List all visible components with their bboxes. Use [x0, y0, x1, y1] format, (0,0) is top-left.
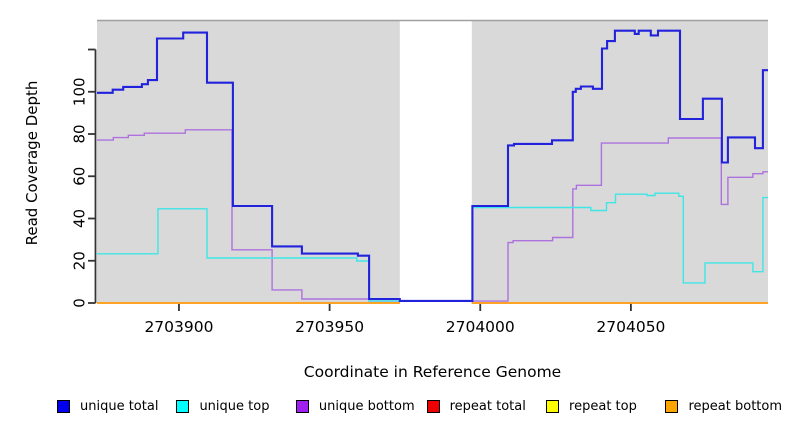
- x-tick-label: 2704050: [596, 318, 665, 336]
- x-tick-label: 2703950: [295, 318, 364, 336]
- x-tick-label: 2704000: [446, 318, 515, 336]
- legend-label: unique total: [80, 399, 159, 414]
- legend: unique total unique top unique bottom re…: [45, 399, 782, 414]
- legend-swatch-repeat-top: [546, 400, 560, 413]
- series-unique-bottom-line: [97, 129, 768, 302]
- series-unique-top-line: [97, 192, 768, 302]
- legend-swatch-repeat-total: [426, 400, 440, 413]
- legend-label: repeat bottom: [688, 399, 783, 414]
- y-tick-label: 100: [71, 77, 89, 106]
- y-tick-label: 40: [71, 209, 89, 228]
- legend-item-unique-bottom: unique bottom: [284, 399, 415, 414]
- legend-swatch-unique-bottom: [295, 400, 309, 413]
- legend-label: repeat top: [569, 399, 637, 414]
- y-tick-label: 0: [71, 298, 89, 308]
- legend-item-repeat-top: repeat top: [534, 399, 653, 414]
- x-tick-label: 2703900: [144, 318, 213, 336]
- legend-item-unique-total: unique total: [45, 399, 164, 414]
- y-tick-label: 80: [71, 124, 89, 143]
- x-axis-title: Coordinate in Reference Genome: [303, 363, 562, 381]
- legend-swatch-unique-top: [176, 400, 190, 413]
- y-axis-title: Read Coverage Depth: [23, 80, 41, 246]
- legend-label: unique bottom: [318, 399, 415, 414]
- legend-item-repeat-total: repeat total: [415, 399, 534, 414]
- legend-swatch-unique-total: [57, 400, 70, 413]
- y-tick-label: 20: [71, 251, 89, 270]
- legend-label: repeat total: [449, 399, 526, 414]
- legend-item-repeat-bottom: repeat bottom: [653, 399, 782, 414]
- y-tick-label: 60: [71, 167, 89, 186]
- series-unique-total-line: [97, 29, 768, 302]
- legend-label: unique top: [199, 399, 270, 414]
- legend-item-unique-top: unique top: [164, 399, 283, 414]
- gap-band: [399, 21, 472, 303]
- legend-swatch-repeat-bottom: [665, 400, 679, 413]
